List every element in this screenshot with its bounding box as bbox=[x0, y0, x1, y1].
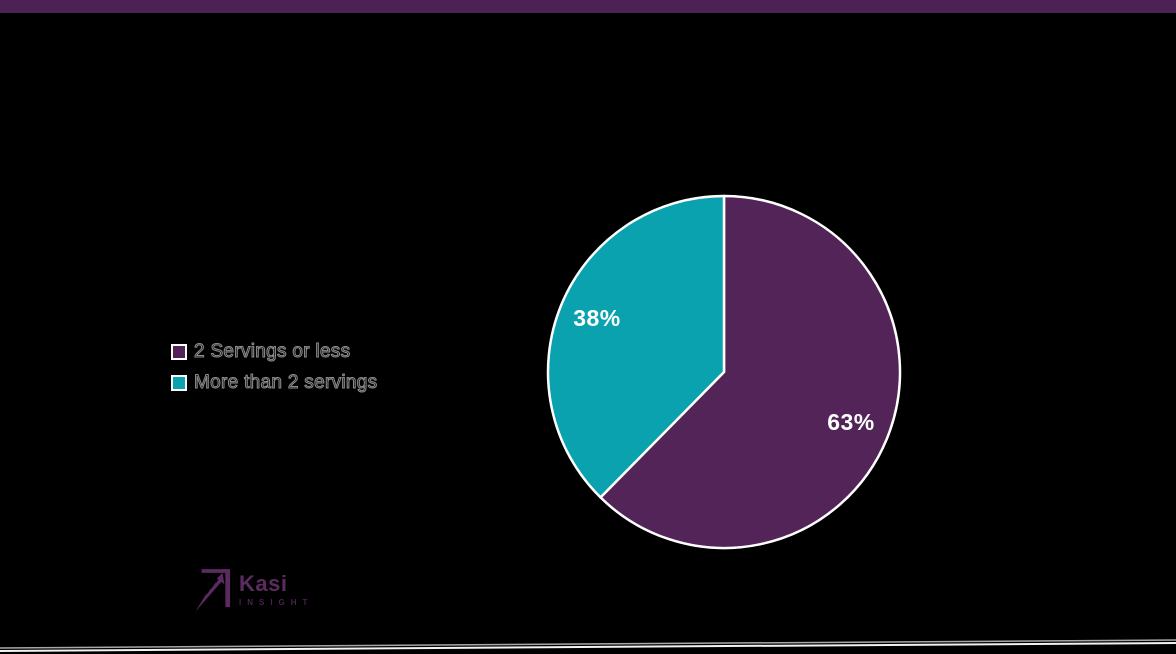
pie-chart: 63% 38% bbox=[544, 192, 904, 552]
kasi-insight-logo: Kasi INSIGHT bbox=[194, 567, 313, 613]
logo-text: Kasi INSIGHT bbox=[239, 567, 314, 608]
bottom-diagonal-line bbox=[0, 639, 1176, 652]
legend-swatch-purple bbox=[171, 344, 187, 360]
pie-slice-1 bbox=[546, 194, 726, 499]
logo-subtext: INSIGHT bbox=[239, 598, 314, 607]
pie-slice-0 bbox=[599, 194, 902, 550]
legend-label: More than 2 servings bbox=[193, 372, 378, 394]
kasi-arrow-icon bbox=[195, 569, 231, 611]
pie-chart-svg: 63% 38% bbox=[546, 194, 902, 550]
legend-item-2-servings-or-less: 2 Servings or less bbox=[171, 341, 377, 363]
legend-swatch-teal bbox=[171, 375, 187, 391]
top-accent-bar bbox=[0, 0, 1176, 13]
logo-brand-text: Kasi bbox=[239, 571, 288, 596]
pie-data-label-1: 38% bbox=[573, 305, 621, 331]
pie-data-label-0: 63% bbox=[827, 409, 875, 435]
legend-label: 2 Servings or less bbox=[193, 341, 351, 363]
legend-item-more-than-2-servings: More than 2 servings bbox=[171, 372, 378, 394]
pie-legend: 2 Servings or less More than 2 servings bbox=[171, 341, 378, 394]
